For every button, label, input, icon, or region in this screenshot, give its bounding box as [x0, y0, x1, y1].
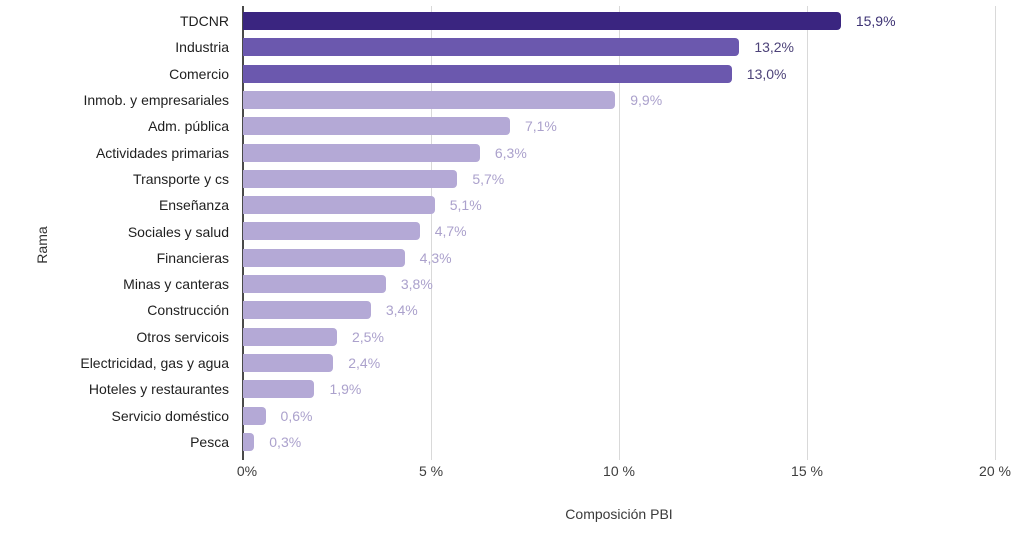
bar-row: 13,2% — [243, 34, 995, 60]
category-label: Industria — [175, 39, 229, 56]
value-label: 2,4% — [348, 354, 381, 371]
value-label: 6,3% — [494, 144, 527, 161]
category-label: Hoteles y restaurantes — [88, 381, 229, 398]
bar-row: 4,3% — [243, 245, 995, 271]
x-tick-label: 5 % — [418, 463, 444, 479]
bar-row: 3,4% — [243, 297, 995, 323]
category-label: Enseñanza — [158, 197, 229, 214]
category-label: Adm. pública — [148, 118, 229, 135]
bar[interactable] — [243, 143, 480, 162]
bar-row: 2,4% — [243, 350, 995, 376]
bar-row: 7,1% — [243, 113, 995, 139]
x-axis-title: Composición PBI — [565, 506, 673, 522]
value-label: 9,9% — [630, 92, 663, 109]
bar-row: 15,9% — [243, 8, 995, 34]
category-label: Minas y canteras — [123, 276, 229, 293]
gridline — [431, 6, 432, 460]
category-label: Otros servicois — [136, 328, 229, 345]
bar-row: 5,7% — [243, 166, 995, 192]
bar[interactable] — [243, 275, 386, 294]
bar-row: 5,1% — [243, 192, 995, 218]
bar[interactable] — [243, 38, 740, 57]
category-label: Actividades primarias — [95, 144, 229, 161]
category-label: Comercio — [169, 65, 229, 82]
x-tick-label: 10 % — [603, 463, 635, 479]
category-label: Inmob. y empresariales — [83, 92, 229, 109]
value-label: 15,9% — [855, 13, 896, 30]
bar[interactable] — [243, 117, 510, 136]
category-label: Construcción — [147, 302, 229, 319]
gridline — [995, 6, 996, 460]
bar[interactable] — [243, 248, 405, 267]
value-label: 3,4% — [385, 302, 418, 319]
bar[interactable] — [243, 353, 334, 372]
category-label: Financieras — [156, 249, 229, 266]
bar[interactable] — [243, 64, 732, 83]
bar-row: 9,9% — [243, 87, 995, 113]
x-axis-ticks: 0% 5 % 10 % 15 % 20 % — [0, 463, 1024, 483]
value-label: 1,9% — [329, 381, 362, 398]
value-label: 2,5% — [352, 328, 384, 345]
bar[interactable] — [243, 91, 616, 110]
value-label: 7,1% — [524, 118, 557, 135]
bar[interactable] — [243, 222, 420, 241]
category-label: Sociales y salud — [127, 223, 229, 240]
gridline — [619, 6, 620, 460]
value-label: 5,7% — [472, 170, 505, 187]
bar[interactable] — [243, 380, 315, 399]
bar[interactable] — [243, 432, 255, 451]
value-label: 0,3% — [269, 433, 302, 450]
category-label: Pesca — [190, 433, 229, 450]
category-label: Electricidad, gas y agua — [80, 354, 229, 371]
bar[interactable] — [243, 327, 337, 346]
bar-row: 13,0% — [243, 61, 995, 87]
bar[interactable] — [243, 169, 458, 188]
bar-row: 6,3% — [243, 139, 995, 165]
bar-row: 3,8% — [243, 271, 995, 297]
gridline — [807, 6, 808, 460]
bar-row: 2,5% — [243, 324, 995, 350]
plot-area: 15,9% 13,2% 13,0% 9,9% 7,1% 6,3% 5,7% 5,1% 4,7% 4… — [242, 6, 996, 460]
value-label: 4,7% — [434, 223, 467, 240]
category-label: Servicio doméstico — [111, 407, 230, 424]
bar-row: 1,9% — [243, 376, 995, 402]
value-label: 0,6% — [280, 407, 313, 424]
category-label: TDCNR — [180, 13, 229, 30]
bar[interactable] — [243, 301, 371, 320]
bar-row: 0,3% — [243, 429, 995, 455]
x-tick-label: 15 % — [791, 463, 823, 479]
category-labels: TDCNR Industria Comercio Inmob. y empresari… — [0, 8, 236, 455]
category-label: Transporte y cs — [133, 170, 229, 187]
value-label: 4,3% — [419, 249, 452, 266]
bar-row: 0,6% — [243, 402, 995, 428]
bar-row: 4,7% — [243, 218, 995, 244]
bar[interactable] — [243, 406, 266, 425]
bar[interactable] — [243, 196, 435, 215]
bar[interactable] — [243, 12, 841, 31]
x-tick-label: 20 % — [979, 463, 1011, 479]
value-label: 3,8% — [400, 276, 433, 293]
value-label: 5,1% — [449, 197, 482, 214]
value-label: 13,0% — [746, 65, 787, 82]
x-tick-label: 0% — [236, 463, 258, 479]
value-label: 13,2% — [754, 39, 795, 56]
